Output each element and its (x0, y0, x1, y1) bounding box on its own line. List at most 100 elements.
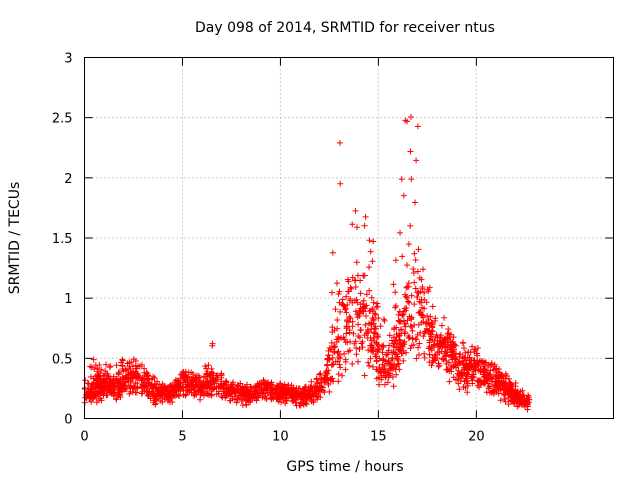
data-point (480, 363, 487, 370)
data-point (461, 345, 468, 352)
data-point (267, 385, 274, 392)
y-tick-label: 2 (64, 172, 72, 187)
data-point (408, 314, 415, 321)
data-point (479, 360, 486, 367)
data-point (126, 374, 133, 381)
data-point (85, 392, 92, 399)
chart-title: Day 098 of 2014, SRMTID for receiver ntu… (195, 20, 495, 36)
axis-ticks: 0 0.5 1 1.5 2 2.5 3 0 5 10 15 20 (52, 52, 614, 445)
data-point (266, 382, 273, 389)
data-point (411, 250, 418, 257)
data-point (413, 157, 420, 164)
data-point (314, 379, 321, 386)
data-point (459, 355, 466, 362)
data-point (414, 268, 421, 275)
data-point (336, 351, 343, 358)
data-point (213, 385, 220, 392)
data-point (103, 380, 110, 387)
data-point (191, 391, 198, 398)
data-point (356, 345, 363, 352)
data-point (421, 330, 428, 337)
data-point (428, 327, 435, 334)
data-point (336, 139, 343, 146)
data-point (418, 299, 425, 306)
data-point (419, 304, 426, 311)
data-point (473, 350, 480, 357)
data-point (483, 389, 490, 396)
data-point (191, 392, 198, 399)
data-point (400, 339, 407, 346)
data-point (113, 376, 120, 383)
data-point (373, 304, 380, 311)
data-point (413, 355, 420, 362)
data-point (471, 346, 478, 353)
data-point (408, 342, 415, 349)
data-point (396, 308, 403, 315)
data-point (416, 340, 423, 347)
data-point (414, 331, 421, 338)
data-point (412, 285, 419, 292)
data-point (390, 365, 397, 372)
data-point (405, 280, 412, 287)
data-point (384, 379, 391, 386)
data-point (301, 385, 308, 392)
data-point (407, 148, 414, 155)
data-point (85, 387, 92, 394)
data-point (355, 321, 362, 328)
data-point (247, 383, 254, 390)
data-point (380, 356, 387, 363)
data-point (421, 354, 428, 361)
data-point (343, 293, 350, 300)
data-point (391, 340, 398, 347)
data-point (308, 378, 315, 385)
data-point (380, 357, 387, 364)
y-tick-label: 0.5 (52, 352, 73, 367)
data-point (374, 303, 381, 310)
data-point (359, 300, 366, 307)
data-point (99, 385, 106, 392)
y-axis-label: SRMTID / TECUs (7, 182, 23, 295)
data-point (505, 401, 512, 408)
data-point (264, 380, 271, 387)
data-point (408, 324, 415, 331)
data-point (403, 349, 410, 356)
data-point (329, 361, 336, 368)
y-tick-label: 3 (64, 52, 72, 67)
data-point (431, 317, 438, 324)
data-point (478, 358, 485, 365)
data-point (316, 371, 323, 378)
data-point (290, 395, 297, 402)
data-point (340, 334, 347, 341)
data-point (357, 305, 364, 312)
data-point (213, 373, 220, 380)
data-point (371, 337, 378, 344)
data-point (412, 257, 419, 264)
data-point (224, 384, 231, 391)
data-point (485, 385, 492, 392)
data-point (221, 392, 228, 399)
data-point (222, 389, 229, 396)
data-point (424, 286, 431, 293)
data-point (200, 392, 207, 399)
data-point (408, 292, 415, 299)
data-point (205, 362, 212, 369)
data-point (184, 376, 191, 383)
data-point (396, 366, 403, 373)
data-point (496, 369, 503, 376)
data-point (274, 394, 281, 401)
data-point (465, 367, 472, 374)
data-point (368, 294, 375, 301)
data-point (380, 343, 387, 350)
y-tick-label: 1.5 (52, 232, 73, 247)
data-point (392, 257, 399, 264)
data-point (372, 311, 379, 318)
data-point (366, 264, 373, 271)
data-point (456, 386, 463, 393)
data-point (406, 334, 413, 341)
data-point (517, 399, 524, 406)
data-point (111, 389, 118, 396)
data-point (180, 391, 187, 398)
data-point (136, 374, 143, 381)
data-point (421, 289, 428, 296)
data-point (448, 351, 455, 358)
